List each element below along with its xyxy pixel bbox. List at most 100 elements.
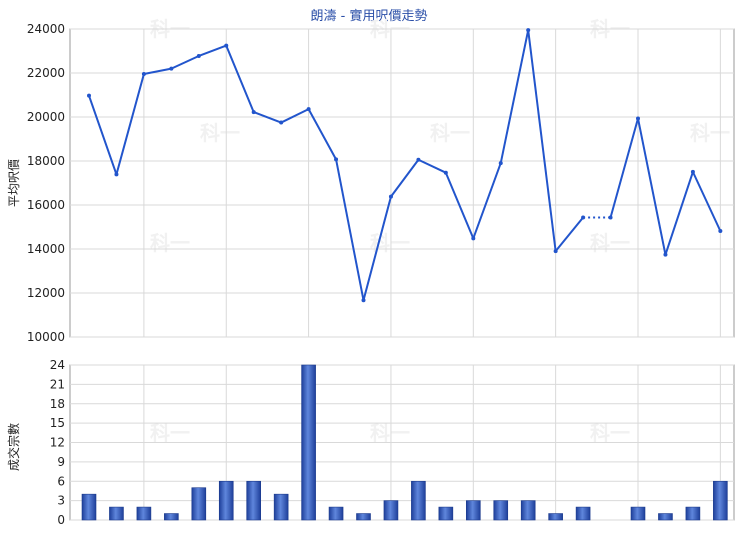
price-point-marker: [471, 236, 476, 241]
price-line-segment: [335, 159, 365, 301]
count-bar: [246, 480, 261, 521]
count-bar: [191, 487, 207, 521]
price-point-marker: [279, 120, 284, 125]
price-point-marker: [114, 172, 119, 177]
count-y-tick-label: 0: [57, 513, 65, 527]
price-point-marker: [388, 194, 393, 199]
price-line-segment: [527, 29, 557, 252]
count-bar: [493, 500, 509, 521]
count-bar: [164, 513, 179, 521]
price-y-tick-label: 16000: [27, 198, 65, 212]
count-y-tick-label: 6: [57, 474, 65, 488]
watermark-text: 科一: [370, 421, 410, 445]
count-bar: [328, 506, 344, 521]
count-bar: [685, 506, 701, 521]
watermark-text: 科一: [200, 121, 240, 145]
price-line-segment: [609, 118, 639, 218]
count-bar: [411, 480, 426, 521]
price-point-marker: [553, 249, 558, 254]
count-bar: [713, 480, 728, 521]
price-y-tick-label: 12000: [27, 286, 65, 300]
count-bar: [356, 513, 371, 521]
price-line-segment: [225, 45, 255, 113]
watermark-text: 科一: [150, 231, 190, 255]
price-point-marker: [361, 298, 366, 303]
price-line-segment: [115, 73, 145, 175]
chart-title: 朗濤 - 實用呎價走勢: [311, 8, 428, 24]
count-bar-chart: 科一 科一 科一 0 3 6 9 12 15 18 21 24: [50, 358, 735, 527]
price-point-marker: [608, 215, 613, 220]
price-point-marker: [636, 116, 640, 121]
price-line-segment: [664, 171, 694, 255]
price-line-segment: [143, 67, 172, 75]
price-y-tick-label: 20000: [27, 110, 65, 124]
price-line-segment: [554, 216, 584, 252]
price-point-marker: [498, 161, 503, 166]
count-bar: [630, 506, 646, 521]
count-y-tick-label: 18: [50, 397, 65, 411]
count-bar: [301, 364, 316, 521]
watermark-text: 科一: [690, 121, 730, 145]
price-point-marker: [169, 66, 174, 71]
watermark-text: 科一: [590, 231, 630, 255]
price-line-segment: [198, 44, 227, 57]
price-point-marker: [663, 252, 668, 257]
price-line-segment: [390, 159, 420, 198]
price-line-segment: [417, 158, 447, 174]
count-y-tick-label: 24: [50, 358, 65, 372]
price-point-marker: [306, 107, 311, 112]
price-line-segment: [253, 111, 282, 124]
price-point-marker: [443, 170, 448, 175]
price-line-segment: [88, 95, 118, 175]
price-point-marker: [334, 157, 339, 162]
price-point-marker: [196, 53, 201, 58]
price-line-segment: [499, 29, 530, 164]
price-point-marker: [141, 71, 146, 76]
count-y-tick-label: 12: [50, 436, 65, 450]
price-point-marker: [224, 43, 229, 48]
price-point-marker: [87, 93, 91, 98]
count-bar: [520, 500, 536, 521]
count-bar: [136, 506, 152, 521]
count-bar: [383, 500, 399, 521]
count-bar: [658, 513, 673, 521]
price-point-marker: [526, 28, 531, 33]
watermark-text: 科一: [150, 421, 190, 445]
price-point-marker: [251, 110, 256, 115]
price-line-segment: [444, 172, 475, 239]
count-bar: [465, 500, 481, 521]
count-y-tick-label: 15: [50, 416, 65, 430]
price-axis-label: 平均呎價: [7, 159, 21, 207]
price-point-marker: [718, 229, 723, 234]
price-point-marker: [581, 215, 586, 220]
price-line-segment: [637, 118, 667, 255]
count-bar: [81, 493, 97, 521]
count-bar: [575, 506, 591, 521]
price-y-tick-label: 24000: [27, 22, 65, 36]
count-bar: [273, 493, 289, 521]
price-point-marker: [690, 169, 695, 174]
count-bar: [109, 506, 124, 521]
price-line-segment: [362, 196, 392, 301]
price-y-tick-label: 14000: [27, 242, 65, 256]
count-y-tick-label: 3: [57, 494, 65, 508]
count-bar: [218, 480, 234, 521]
price-line-segment: [691, 171, 722, 232]
count-bar: [438, 506, 454, 521]
price-point-marker: [416, 157, 421, 162]
watermark-text: 科一: [430, 121, 470, 145]
price-line-segment: [170, 55, 200, 70]
count-bar: [548, 513, 563, 521]
price-line-segment: [280, 108, 310, 124]
price-y-tick-label: 18000: [27, 154, 65, 168]
count-y-tick-label: 21: [50, 377, 65, 391]
watermark-text: 科一: [590, 421, 630, 445]
price-line-segment: [472, 162, 502, 239]
price-y-tick-label: 10000: [27, 330, 65, 344]
count-axis-label: 成交宗數: [6, 423, 21, 471]
count-y-tick-label: 9: [57, 455, 65, 469]
price-y-tick-label: 22000: [27, 66, 65, 80]
